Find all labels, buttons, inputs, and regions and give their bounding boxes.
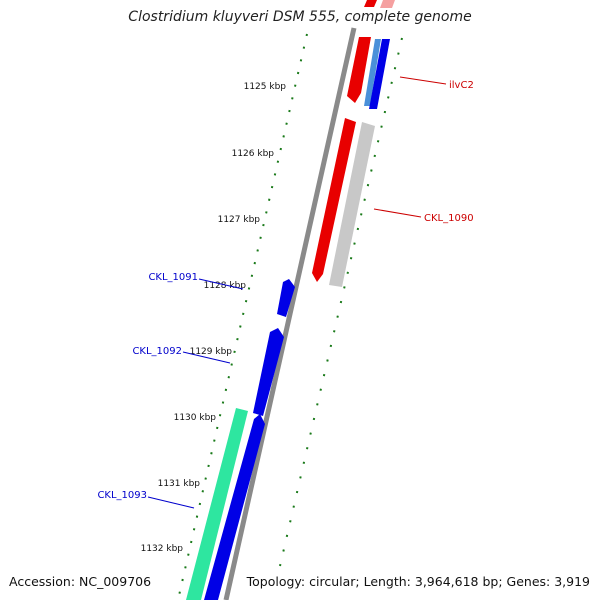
leader-line-CKL_1092 <box>182 351 231 364</box>
rna-arrow[interactable] <box>364 39 381 106</box>
tick-label: 1128 kbp <box>204 281 247 291</box>
genome-summary-text: Topology: circular; Length: 3,964,618 bp… <box>246 574 590 589</box>
gene-label-CKL_1091[interactable]: CKL_1091 <box>148 272 198 283</box>
tick-label: 1132 kbp <box>141 544 184 554</box>
gene-arrow-CKL_1091[interactable] <box>277 279 295 317</box>
leader-line-CKL_1090 <box>373 208 422 218</box>
tick-label: 1127 kbp <box>218 215 261 225</box>
map-title: Clostridium kluyveri DSM 555, complete g… <box>128 9 472 25</box>
gene-label-CKL_1093[interactable]: CKL_1093 <box>97 490 147 501</box>
outer-tick-ring <box>279 37 403 567</box>
tick-label-group: 1125 kbp 1126 kbp 1127 kbp 1128 kbp 1129… <box>141 82 287 554</box>
gene-arrow-other-gray[interactable] <box>329 122 375 287</box>
gene-arrow-ilvC2-upper[interactable] <box>364 0 377 7</box>
gene-arrow-CKL_1093[interactable] <box>204 414 265 600</box>
gene-arrow-CKL_1092[interactable] <box>253 328 284 416</box>
gene-label-CKL_1090[interactable]: CKL_1090 <box>424 213 474 224</box>
gene-arrow-regulatory[interactable] <box>186 408 248 600</box>
gene-arrow-ilvC2[interactable] <box>347 37 371 103</box>
leader-line-ilvC2 <box>399 76 447 85</box>
tick-label: 1131 kbp <box>158 479 201 489</box>
gene-label-CKL_1092[interactable]: CKL_1092 <box>132 346 182 357</box>
leader-line-CKL_1091 <box>198 278 244 290</box>
tick-label: 1129 kbp <box>190 347 233 357</box>
gene-arrow-CKL_1090[interactable] <box>312 118 356 282</box>
accession-text: Accession: NC_009706 <box>9 574 152 589</box>
gene-arrow-reverse-small[interactable] <box>369 39 390 109</box>
leader-line-CKL_1093 <box>147 496 195 509</box>
tick-label: 1125 kbp <box>244 82 287 92</box>
tick-label: 1130 kbp <box>174 413 217 423</box>
tick-label: 1126 kbp <box>232 149 275 159</box>
genome-backbone <box>223 27 357 600</box>
gene-arrow-upper-faint <box>380 0 395 8</box>
gene-label-ilvC2[interactable]: ilvC2 <box>449 80 474 91</box>
